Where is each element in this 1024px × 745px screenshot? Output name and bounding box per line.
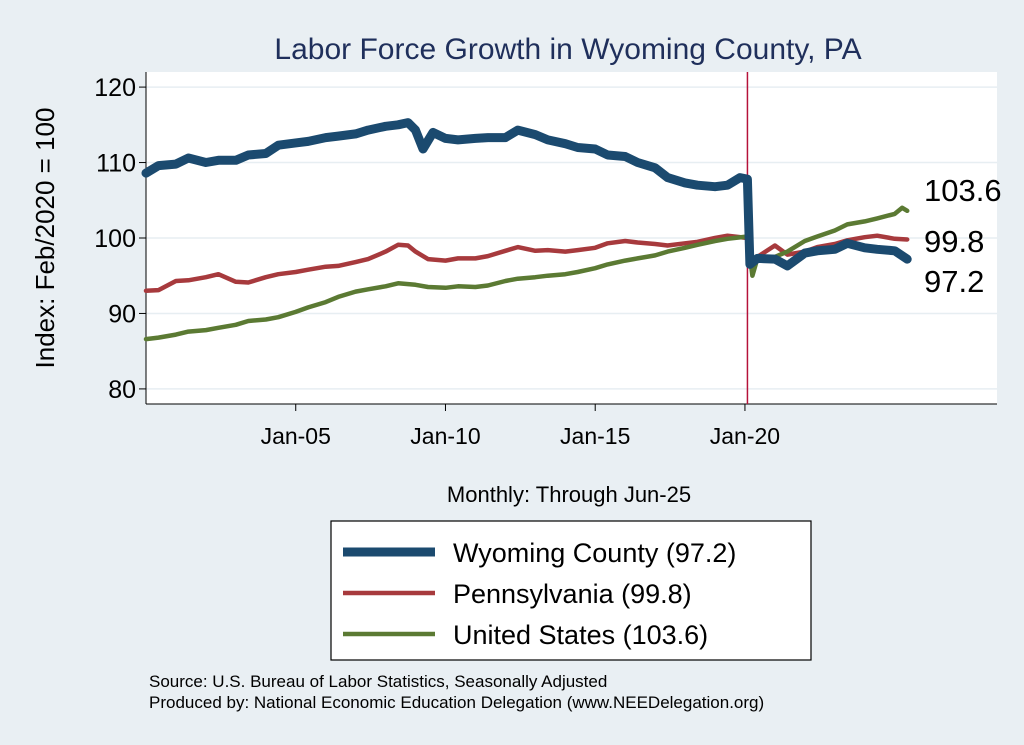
y-tick-label-120: 120 (94, 74, 136, 102)
y-axis-label: Index: Feb/2020 = 100 (30, 108, 60, 369)
x-tick-label-Jan-20: Jan-20 (710, 423, 780, 449)
end-labels: 97.2 99.8 103.6 (924, 173, 1002, 299)
end-label-2: 103.6 (924, 173, 1002, 208)
x-tick-label-Jan-05: Jan-05 (261, 423, 331, 449)
y-tick-label-100: 100 (94, 225, 136, 253)
legend-box (330, 520, 812, 661)
end-label-0: 97.2 (924, 264, 984, 299)
x-axis: Jan-05 Jan-10 Jan-15 Jan-20 (146, 403, 997, 449)
y-axis: 80 90 100 110 120 (94, 72, 147, 404)
legend-label-2: United States (103.6) (453, 620, 708, 650)
y-tick-label-90: 90 (108, 300, 136, 328)
legend-label-0: Wyoming County (97.2) (453, 538, 736, 568)
y-tick-label-110: 110 (96, 150, 136, 178)
footer: Source: U.S. Bureau of Labor Statistics,… (149, 671, 764, 713)
series-line-1 (143, 233, 910, 294)
series-line-2 (143, 205, 910, 342)
series-line-0 (141, 118, 912, 271)
y-tick-label-80: 80 (108, 376, 136, 404)
x-tick-label-Jan-10: Jan-10 (410, 423, 480, 449)
series-lines (141, 118, 912, 342)
x-tick-label-Jan-15: Jan-15 (560, 423, 630, 449)
end-label-1: 99.8 (924, 224, 984, 259)
source-note: Source: U.S. Bureau of Labor Statistics,… (149, 672, 608, 691)
legend: Wyoming County (97.2) Pennsylvania (99.8)… (330, 520, 812, 661)
x-axis-label: Monthly: Through Jun-25 (447, 482, 691, 507)
legend-label-1: Pennsylvania (99.8) (453, 579, 692, 609)
chart-title: Labor Force Growth in Wyoming County, PA (274, 33, 861, 66)
produced-by-note: Produced by: National Economic Education… (149, 693, 765, 712)
